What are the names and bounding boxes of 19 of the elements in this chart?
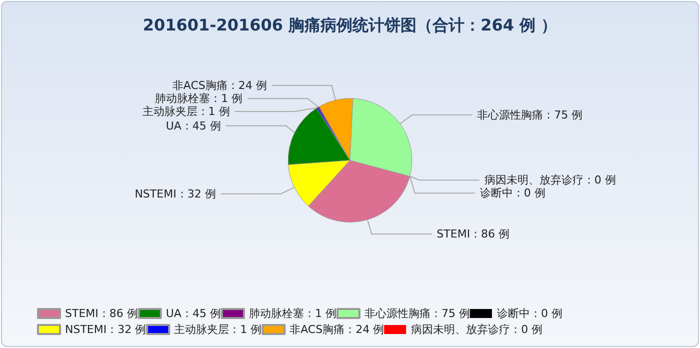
slice-label: 主动脉夹层：1 例 xyxy=(142,104,230,118)
slice-label: 肺动脉栓塞：1 例 xyxy=(155,92,243,105)
legend-label: 非ACS胸痛：24 例 xyxy=(290,323,384,336)
legend-label: 诊断中：0 例 xyxy=(496,307,562,320)
category-label: 病因未明、放弃诊疗：0 例 xyxy=(484,174,616,187)
slice-label: STEMI：86 例 xyxy=(436,228,510,241)
legend-label: 主动脉夹层：1 例 xyxy=(174,323,262,336)
legend-label: 肺动脉栓塞：1 例 xyxy=(248,307,336,320)
category-label: 诊断中：0 例 xyxy=(480,186,546,200)
legend-label: 非心源性胸痛：75 例 xyxy=(364,307,470,320)
legend-label: UA：45 例 xyxy=(166,307,221,320)
legend-label: NSTEMI：32 例 xyxy=(65,323,146,336)
slice-label: UA：45 例 xyxy=(166,119,221,132)
legend-label: 病因未明、放弃诊疗：0 例 xyxy=(411,323,543,336)
legend-label: STEMI：86 例 xyxy=(65,307,138,320)
slice-label: 非ACS胸痛：24 例 xyxy=(172,78,267,92)
slice-label: 非心源性胸痛：75 例 xyxy=(477,108,583,122)
chart-title: 201601-201606 胸痛病例统计饼图（合计：264 例 ） xyxy=(142,16,558,34)
slice-label: NSTEMI：32 例 xyxy=(134,187,216,200)
